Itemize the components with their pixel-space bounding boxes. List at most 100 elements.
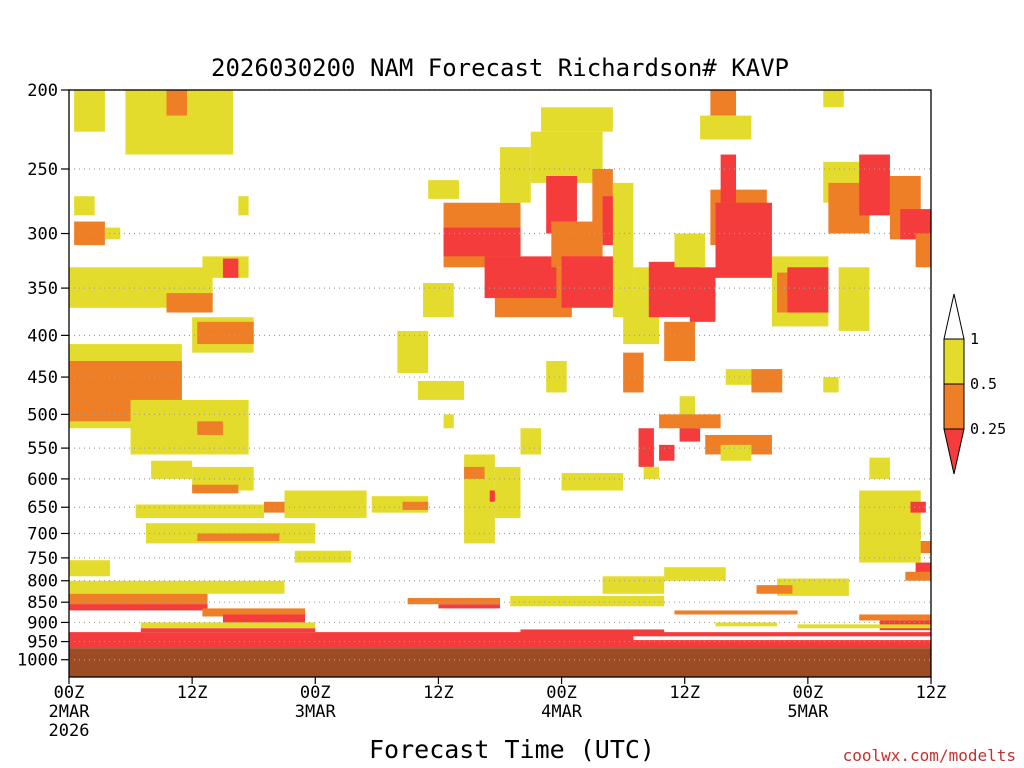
ri-cell-95 — [905, 571, 931, 581]
y-tick-label-350: 350 — [27, 279, 58, 299]
ri-cell-98 — [777, 578, 849, 596]
y-tick-label-650: 650 — [27, 498, 58, 518]
ri-cell-18 — [151, 460, 193, 479]
ri-cell-65 — [715, 202, 772, 278]
ri-cell-50 — [612, 182, 634, 318]
y-tick-label-900: 900 — [27, 613, 58, 633]
ri-cell-25 — [197, 533, 280, 541]
legend-label-1: 0.5 — [970, 375, 997, 393]
ri-cell-42 — [484, 256, 557, 299]
ri-cell-66 — [700, 115, 752, 140]
ri-cell-12 — [197, 321, 254, 345]
ri-cell-31 — [443, 414, 454, 429]
ri-cell-17 — [197, 421, 223, 435]
ri-cell-40 — [500, 147, 531, 203]
ri-cell-103 — [69, 593, 208, 607]
x-tick-label-3-0: 12Z — [423, 683, 454, 703]
ri-cell-63 — [674, 233, 706, 268]
y-tick-label-200: 200 — [27, 81, 58, 101]
ri-cell-81 — [659, 414, 721, 429]
ri-cell-4 — [238, 196, 249, 216]
ri-cell-71 — [787, 267, 829, 313]
plot-area — [68, 89, 932, 678]
x-tick-label-6-0: 00Z — [792, 683, 823, 703]
y-tick-label-250: 250 — [27, 160, 58, 180]
ri-cell-47 — [561, 256, 624, 308]
x-tick-label-1-0: 12Z — [177, 683, 208, 703]
ri-cell-109 — [407, 598, 500, 605]
ri-cell-68 — [720, 154, 737, 203]
ri-cell-10 — [222, 258, 239, 278]
ri-cell-37 — [423, 283, 454, 318]
ri-cell-21 — [135, 504, 264, 518]
x-tick-label-0-2: 2026 — [49, 721, 90, 741]
ri-cell-77 — [838, 267, 870, 331]
ri-cell-100 — [756, 585, 793, 594]
legend-label-2: 0.25 — [970, 420, 1006, 438]
y-tick-label-1000: 1000 — [17, 651, 58, 671]
y-tick-label-400: 400 — [27, 326, 58, 346]
x-tick-label-5-0: 12Z — [669, 683, 700, 703]
ri-cell-6 — [104, 227, 121, 240]
ri-cell-97 — [910, 501, 926, 513]
ri-cell-20 — [192, 484, 239, 494]
y-tick-label-450: 450 — [27, 368, 58, 388]
ri-cell-88 — [823, 377, 839, 393]
ri-cell-8 — [166, 293, 213, 313]
ri-cell-36 — [428, 180, 459, 199]
chart-title: 2026030200 NAM Forecast Richardson# KAVP — [211, 54, 789, 82]
ri-cell-54 — [643, 466, 660, 479]
ri-cell-111 — [510, 595, 665, 607]
ri-cell-119 — [633, 636, 931, 641]
ri-cell-120 — [520, 629, 665, 635]
ri-cell-45 — [541, 107, 613, 132]
y-tick-label-800: 800 — [27, 572, 58, 592]
ri-cell-26 — [294, 550, 352, 563]
ri-cell-56 — [520, 428, 542, 455]
ri-cell-117 — [797, 624, 931, 629]
ri-cell-55 — [546, 360, 567, 393]
ri-cell-79 — [823, 90, 844, 108]
ri-cell-30 — [417, 380, 465, 400]
x-tick-label-0-1: 2MAR — [49, 702, 91, 722]
y-tick-label-850: 850 — [27, 593, 58, 613]
ri-cell-39 — [443, 227, 521, 257]
y-tick-label-550: 550 — [27, 439, 58, 459]
ri-cell-102 — [69, 560, 111, 577]
ri-cell-108 — [140, 628, 316, 633]
ri-cell-15 — [104, 399, 131, 415]
ri-cell-3 — [74, 196, 95, 216]
ri-cell-33 — [464, 466, 485, 479]
ri-cell-114 — [715, 622, 778, 627]
plot-frame — [68, 89, 932, 678]
ri-cell-53 — [638, 428, 654, 467]
x-tick-label-6-1: 5MAR — [787, 702, 829, 722]
x-tick-label-0-0: 00Z — [54, 683, 85, 703]
x-tick-label-7-0: 12Z — [916, 683, 947, 703]
ri-cell-2 — [166, 90, 188, 116]
legend-swatch-below-0.25 — [943, 428, 965, 475]
y-tick-label-700: 700 — [27, 524, 58, 544]
legend-label-0: 1 — [970, 330, 979, 348]
underground-band — [69, 648, 931, 677]
ri-cell-82 — [679, 428, 701, 442]
ri-cell-74 — [859, 154, 890, 216]
ri-cell-23 — [284, 490, 367, 518]
ri-cell-118 — [69, 632, 931, 649]
ri-cell-106 — [222, 614, 306, 623]
y-tick-label-300: 300 — [27, 225, 58, 245]
ri-cell-112 — [602, 576, 665, 594]
x-tick-label-2-1: 3MAR — [295, 702, 337, 722]
ri-cell-101 — [69, 580, 285, 594]
ri-cell-96 — [859, 490, 921, 563]
ri-cell-0 — [74, 90, 105, 132]
ri-cell-78 — [915, 233, 931, 268]
y-tick-label-950: 950 — [27, 633, 58, 653]
ri-cell-57 — [561, 472, 624, 491]
ri-cell-35 — [494, 466, 521, 518]
color-legend: 1 0.5 0.25 — [943, 293, 1006, 475]
ri-cell-99 — [664, 567, 726, 581]
ri-cell-107 — [140, 622, 316, 629]
ri-cell-61 — [664, 321, 695, 361]
ri-cell-51 — [623, 352, 644, 393]
